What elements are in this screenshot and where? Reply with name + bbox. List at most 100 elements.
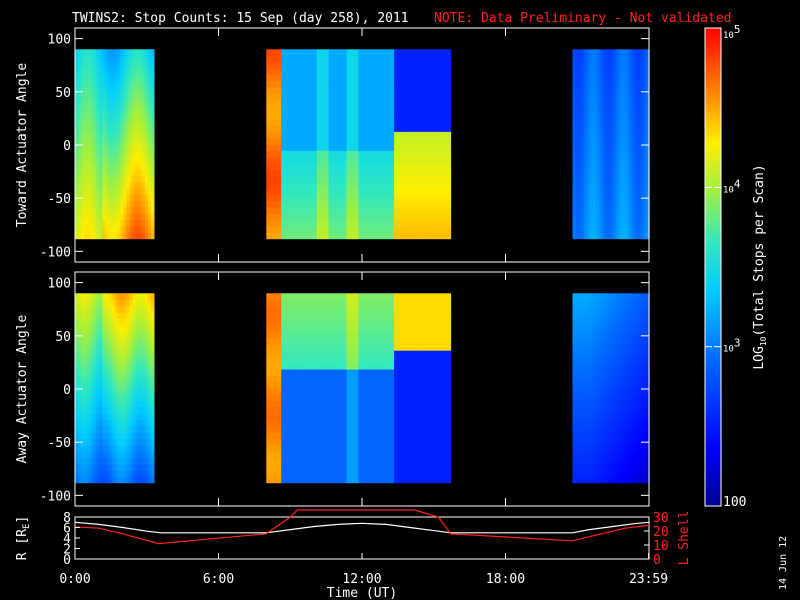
heat-cell (331, 118, 336, 126)
heat-cell (403, 156, 407, 164)
heat-cell (373, 162, 377, 170)
heat-cell (111, 476, 115, 484)
heat-cell (114, 318, 119, 326)
heat-cell (111, 413, 115, 421)
heat-cell (144, 356, 149, 364)
heat-cell (628, 49, 632, 57)
heat-cell (269, 444, 273, 452)
heat-cell (584, 219, 588, 227)
heat-cell (435, 74, 440, 82)
heat-cell (293, 188, 297, 195)
heat-cell (278, 381, 282, 389)
heat-cell (96, 194, 100, 202)
heat-cell (114, 61, 119, 69)
heat-cell (290, 362, 294, 370)
heat-cell (296, 131, 300, 139)
heat-cell (403, 232, 407, 240)
heat-cell (444, 131, 449, 139)
heat-cell (340, 406, 345, 414)
heat-cell (266, 93, 270, 101)
heat-cell (87, 438, 91, 446)
heat-cell (405, 175, 410, 183)
heat-cell (575, 49, 579, 57)
heat-cell (575, 181, 579, 189)
heat-cell (117, 451, 122, 458)
heat-cell (81, 451, 85, 458)
heat-cell (126, 369, 131, 376)
heat-cell (111, 137, 115, 145)
heat-cell (364, 143, 368, 151)
heat-cell (272, 125, 276, 132)
heat-cell (367, 87, 371, 94)
heat-cell (376, 226, 380, 233)
heat-cell (328, 99, 333, 107)
heat-cell (394, 99, 398, 107)
heat-cell (296, 207, 300, 214)
heat-cell (361, 112, 365, 120)
heat-cell (296, 318, 300, 326)
heat-cell (105, 387, 109, 395)
heat-cell (99, 318, 103, 326)
heat-cell (96, 362, 100, 370)
heat-cell (304, 68, 309, 76)
heat-cell (114, 143, 119, 151)
heat-cell (593, 87, 597, 94)
heat-cell (132, 438, 137, 446)
heat-cell (96, 125, 100, 132)
heat-cell (266, 232, 270, 240)
heat-cell (340, 213, 345, 221)
heat-cell (129, 432, 134, 439)
heat-cell (319, 444, 324, 452)
heat-cell (144, 106, 149, 113)
heat-cell (93, 188, 97, 195)
heat-cell (435, 49, 440, 57)
heat-cell (405, 169, 410, 177)
heat-cell (405, 137, 410, 145)
heat-cell (313, 200, 318, 208)
heat-cell (313, 106, 318, 113)
heat-cell (581, 143, 585, 151)
heat-cell (367, 74, 371, 82)
heat-cell (331, 61, 336, 69)
heat-cell (287, 87, 291, 94)
heat-cell (293, 232, 297, 240)
heat-cell (307, 213, 312, 221)
heat-cell (278, 137, 282, 145)
heat-cell (144, 232, 149, 240)
heat-cell (616, 87, 621, 94)
heat-cell (75, 419, 79, 427)
heat-cell (447, 181, 452, 189)
heat-cell (316, 425, 321, 433)
heat-cell (150, 432, 155, 439)
heat-cell (126, 226, 131, 233)
heat-cell (420, 55, 425, 63)
heat-cell (575, 188, 579, 195)
heat-cell (337, 74, 342, 82)
heat-cell (640, 68, 644, 76)
heat-cell (388, 106, 392, 113)
heat-cell (307, 49, 312, 57)
heat-cell (78, 369, 82, 376)
heat-cell (572, 181, 576, 189)
heat-cell (411, 169, 416, 177)
heat-cell (572, 143, 576, 151)
heat-cell (643, 169, 647, 177)
heat-cell (364, 87, 368, 94)
heat-cell (622, 156, 626, 164)
heat-cell (111, 55, 115, 63)
heat-cell (581, 99, 585, 107)
heat-cell (587, 68, 591, 76)
heat-cell (637, 118, 641, 126)
heat-cell (364, 194, 368, 202)
heat-cell (117, 343, 122, 351)
heat-cell (304, 156, 309, 164)
heat-cell (313, 476, 318, 484)
heat-cell (84, 49, 88, 57)
heat-cell (293, 55, 297, 63)
heat-cell (114, 213, 119, 221)
heat-cell (370, 232, 374, 240)
heat-cell (123, 444, 128, 452)
heat-cell (275, 299, 279, 307)
toward-heatmap (75, 49, 650, 240)
heat-cell (147, 131, 152, 139)
